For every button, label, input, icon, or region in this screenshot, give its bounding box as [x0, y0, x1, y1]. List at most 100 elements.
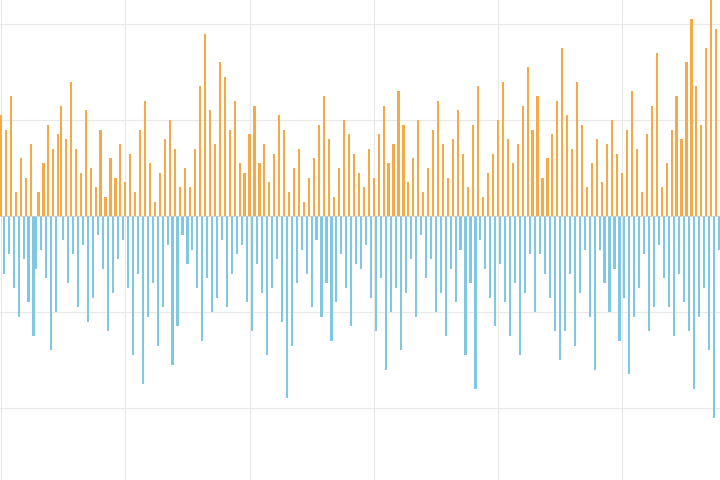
Bar	[341, 216, 343, 254]
Bar	[10, 96, 12, 216]
Bar	[447, 178, 449, 216]
Bar	[293, 168, 295, 216]
Bar	[658, 216, 660, 245]
Bar	[308, 178, 310, 216]
Bar	[330, 216, 333, 341]
Bar	[472, 125, 474, 216]
Bar	[499, 216, 501, 264]
Bar	[99, 130, 102, 216]
Bar	[72, 216, 74, 254]
Bar	[678, 216, 680, 274]
Bar	[715, 29, 717, 216]
Bar	[487, 173, 489, 216]
Bar	[22, 216, 24, 259]
Bar	[593, 216, 595, 370]
Bar	[132, 216, 134, 355]
Bar	[350, 216, 352, 326]
Bar	[152, 216, 154, 283]
Bar	[392, 144, 395, 216]
Bar	[668, 216, 670, 307]
Bar	[336, 216, 338, 302]
Bar	[444, 216, 446, 336]
Bar	[502, 82, 504, 216]
Bar	[579, 216, 581, 293]
Bar	[621, 173, 623, 216]
Bar	[45, 216, 47, 278]
Bar	[552, 134, 554, 216]
Bar	[206, 216, 208, 278]
Bar	[646, 134, 648, 216]
Bar	[117, 216, 119, 259]
Bar	[653, 216, 655, 307]
Bar	[278, 115, 280, 216]
Bar	[261, 216, 263, 293]
Bar	[474, 216, 477, 389]
Bar	[62, 216, 64, 240]
Bar	[8, 216, 10, 254]
Bar	[274, 154, 275, 216]
Bar	[554, 216, 556, 331]
Bar	[184, 168, 186, 216]
Bar	[643, 216, 645, 254]
Bar	[432, 130, 434, 216]
Bar	[591, 163, 593, 216]
Bar	[663, 216, 665, 278]
Bar	[189, 187, 191, 216]
Bar	[214, 144, 216, 216]
Bar	[269, 182, 271, 216]
Bar	[197, 216, 199, 288]
Bar	[703, 216, 705, 288]
Bar	[462, 154, 464, 216]
Bar	[288, 192, 290, 216]
Bar	[157, 216, 158, 346]
Bar	[477, 86, 479, 216]
Bar	[94, 187, 96, 216]
Bar	[665, 163, 667, 216]
Bar	[313, 158, 315, 216]
Bar	[581, 125, 583, 216]
Bar	[246, 216, 248, 302]
Bar	[651, 106, 653, 216]
Bar	[291, 216, 293, 346]
Bar	[258, 163, 261, 216]
Bar	[13, 216, 14, 288]
Bar	[70, 82, 72, 216]
Bar	[271, 216, 273, 288]
Bar	[114, 178, 117, 216]
Bar	[147, 216, 149, 317]
Bar	[526, 67, 528, 216]
Bar	[40, 216, 42, 250]
Bar	[0, 115, 2, 216]
Bar	[638, 216, 640, 288]
Bar	[243, 173, 246, 216]
Bar	[122, 216, 124, 240]
Bar	[685, 62, 688, 216]
Bar	[25, 178, 27, 216]
Bar	[120, 144, 122, 216]
Bar	[648, 216, 650, 331]
Bar	[42, 163, 45, 216]
Bar	[696, 86, 698, 216]
Bar	[338, 168, 340, 216]
Bar	[574, 216, 576, 346]
Bar	[675, 96, 678, 216]
Bar	[139, 130, 141, 216]
Bar	[209, 110, 211, 216]
Bar	[221, 216, 223, 240]
Bar	[365, 216, 367, 245]
Bar	[137, 216, 139, 274]
Bar	[161, 216, 163, 307]
Bar	[238, 163, 240, 216]
Bar	[539, 216, 541, 254]
Bar	[48, 125, 50, 216]
Bar	[283, 130, 285, 216]
Bar	[328, 139, 330, 216]
Bar	[355, 216, 357, 264]
Bar	[641, 192, 643, 216]
Bar	[125, 182, 127, 216]
Bar	[305, 216, 307, 274]
Bar	[60, 106, 62, 216]
Bar	[181, 216, 184, 235]
Bar	[301, 216, 302, 250]
Bar	[325, 216, 328, 283]
